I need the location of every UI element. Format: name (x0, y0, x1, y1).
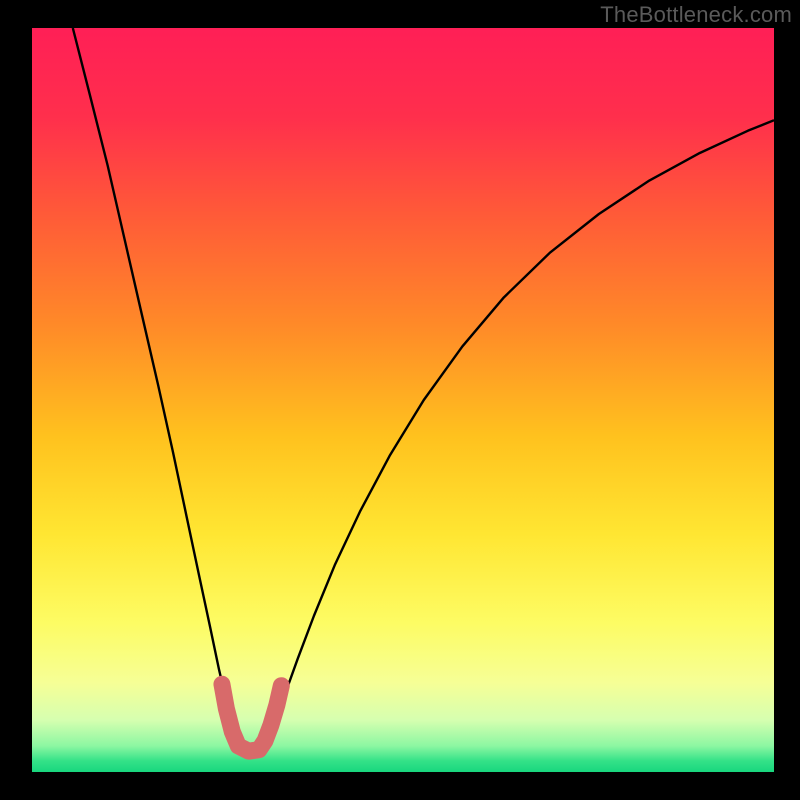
plot-area (32, 28, 774, 772)
chart-container: TheBottleneck.com (0, 0, 800, 800)
bottleneck-chart (32, 28, 774, 772)
gradient-background (32, 28, 774, 772)
watermark-text: TheBottleneck.com (600, 2, 792, 28)
